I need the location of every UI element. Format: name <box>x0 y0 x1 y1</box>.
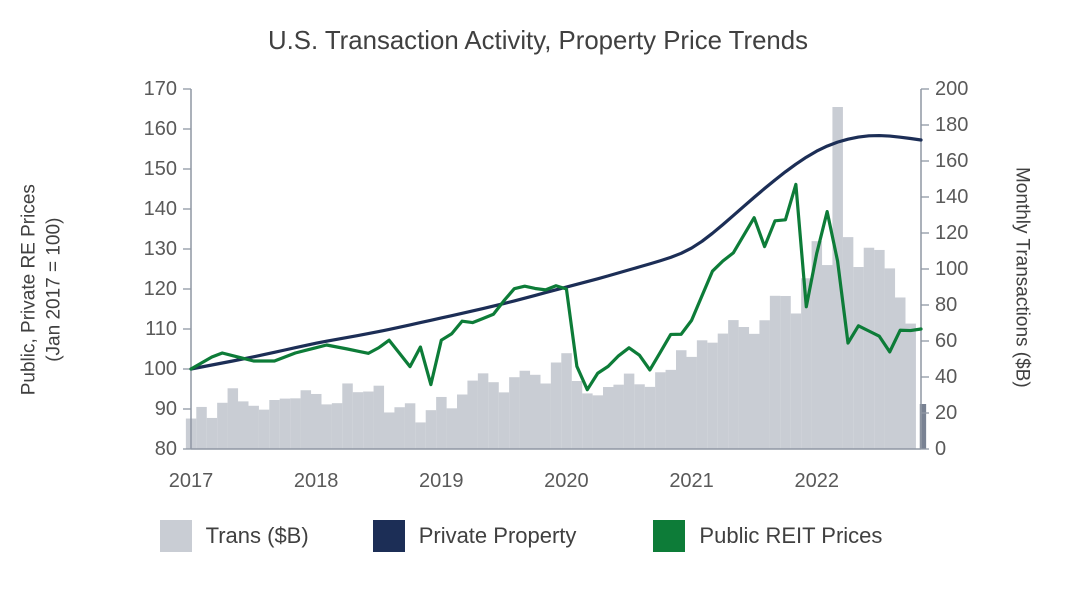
svg-text:120: 120 <box>144 278 177 300</box>
svg-text:90: 90 <box>155 398 177 420</box>
svg-text:0: 0 <box>935 438 946 460</box>
svg-text:80: 80 <box>935 294 957 316</box>
svg-text:80: 80 <box>155 438 177 460</box>
svg-text:120: 120 <box>935 222 968 244</box>
svg-text:100: 100 <box>144 358 177 380</box>
svg-text:100: 100 <box>935 258 968 280</box>
svg-text:20: 20 <box>935 402 957 424</box>
svg-text:40: 40 <box>935 366 957 388</box>
svg-text:140: 140 <box>935 186 968 208</box>
svg-text:140: 140 <box>144 198 177 220</box>
svg-text:200: 200 <box>935 78 968 100</box>
svg-text:2017: 2017 <box>169 470 214 492</box>
svg-text:170: 170 <box>144 78 177 100</box>
svg-text:2018: 2018 <box>294 470 339 492</box>
svg-text:160: 160 <box>935 150 968 172</box>
svg-text:110: 110 <box>145 318 177 340</box>
svg-text:60: 60 <box>935 330 957 352</box>
svg-text:2021: 2021 <box>669 470 714 492</box>
svg-text:2019: 2019 <box>419 470 464 492</box>
svg-text:2022: 2022 <box>794 470 839 492</box>
svg-text:2020: 2020 <box>544 470 589 492</box>
svg-text:130: 130 <box>144 238 177 260</box>
svg-text:180: 180 <box>935 114 968 136</box>
svg-text:150: 150 <box>144 158 177 180</box>
svg-text:160: 160 <box>144 118 177 140</box>
